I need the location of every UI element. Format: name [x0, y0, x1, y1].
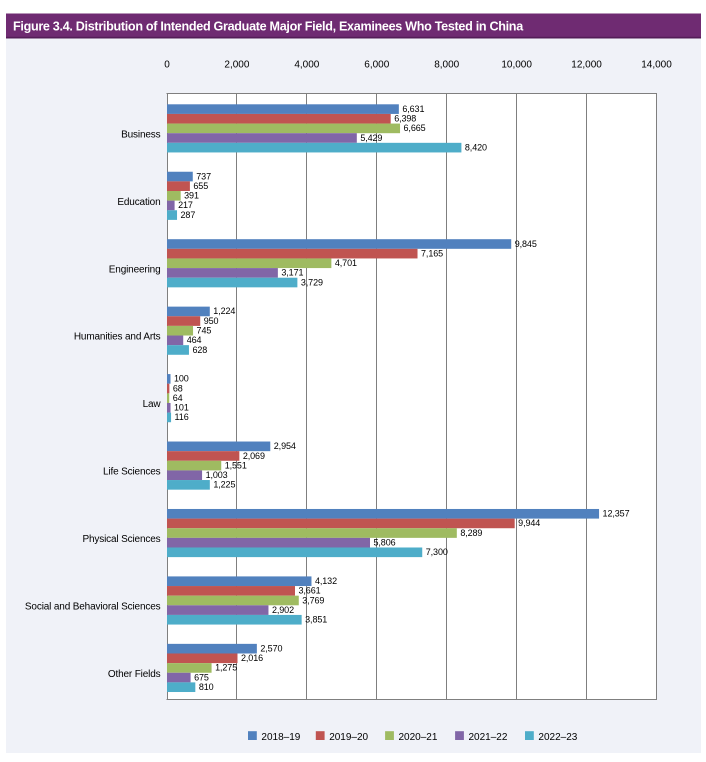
- svg-text:464: 464: [187, 335, 202, 345]
- svg-text:10,000: 10,000: [501, 60, 532, 71]
- svg-text:628: 628: [192, 345, 207, 355]
- svg-text:5,429: 5,429: [360, 133, 382, 143]
- svg-text:6,665: 6,665: [404, 123, 426, 133]
- svg-text:7,165: 7,165: [421, 248, 443, 258]
- svg-text:950: 950: [204, 316, 219, 326]
- svg-text:2019–20: 2019–20: [329, 732, 368, 743]
- svg-text:9,845: 9,845: [515, 239, 537, 249]
- svg-text:6,631: 6,631: [402, 104, 424, 114]
- svg-text:1,003: 1,003: [206, 470, 228, 480]
- svg-text:12,357: 12,357: [603, 509, 630, 519]
- svg-text:101: 101: [174, 403, 189, 413]
- svg-text:8,000: 8,000: [434, 60, 459, 71]
- svg-text:Physical Sciences: Physical Sciences: [82, 534, 160, 545]
- svg-text:100: 100: [174, 374, 189, 384]
- svg-text:4,000: 4,000: [294, 60, 319, 71]
- svg-text:2,069: 2,069: [243, 451, 265, 461]
- svg-text:1,225: 1,225: [213, 480, 235, 490]
- svg-text:3,729: 3,729: [301, 277, 323, 287]
- svg-text:Education: Education: [117, 197, 160, 208]
- svg-text:737: 737: [196, 171, 211, 181]
- svg-text:12,000: 12,000: [571, 60, 602, 71]
- svg-text:745: 745: [197, 325, 212, 335]
- svg-text:8,289: 8,289: [460, 528, 482, 538]
- svg-text:655: 655: [193, 181, 208, 191]
- svg-text:1,224: 1,224: [213, 306, 235, 316]
- svg-text:1,551: 1,551: [225, 460, 247, 470]
- svg-text:6,000: 6,000: [364, 60, 389, 71]
- svg-text:9,944: 9,944: [518, 518, 540, 528]
- svg-text:68: 68: [173, 383, 183, 393]
- svg-text:Social and Behavioral Sciences: Social and Behavioral Sciences: [25, 602, 161, 613]
- svg-text:116: 116: [175, 412, 189, 422]
- svg-text:3,661: 3,661: [299, 586, 321, 596]
- svg-text:217: 217: [178, 200, 193, 210]
- svg-text:2,000: 2,000: [224, 60, 249, 71]
- svg-text:Law: Law: [143, 399, 162, 410]
- svg-text:2,902: 2,902: [272, 605, 294, 615]
- svg-text:7,300: 7,300: [426, 547, 448, 557]
- svg-text:3,171: 3,171: [281, 268, 303, 278]
- svg-text:2020–21: 2020–21: [399, 732, 438, 743]
- svg-text:675: 675: [194, 672, 209, 682]
- svg-text:Life Sciences: Life Sciences: [103, 467, 161, 478]
- svg-text:6,398: 6,398: [394, 114, 416, 124]
- svg-text:2022–23: 2022–23: [538, 732, 577, 743]
- svg-text:8,420: 8,420: [465, 142, 487, 152]
- svg-text:3,769: 3,769: [302, 595, 324, 605]
- svg-text:5,806: 5,806: [374, 537, 396, 547]
- svg-text:64: 64: [173, 393, 183, 403]
- svg-text:Figure 3.4. Distribution of In: Figure 3.4. Distribution of Intended Gra…: [13, 20, 524, 34]
- svg-text:391: 391: [184, 191, 199, 201]
- svg-text:Engineering: Engineering: [109, 264, 161, 275]
- svg-text:2021–22: 2021–22: [469, 732, 508, 743]
- svg-text:2,570: 2,570: [260, 643, 282, 653]
- svg-text:2,016: 2,016: [241, 653, 263, 663]
- svg-text:810: 810: [199, 682, 214, 692]
- svg-text:2,954: 2,954: [274, 441, 296, 451]
- svg-text:Humanities and Arts: Humanities and Arts: [74, 332, 161, 343]
- svg-text:14,000: 14,000: [641, 60, 672, 71]
- svg-text:1,275: 1,275: [215, 663, 237, 673]
- svg-text:4,701: 4,701: [335, 258, 357, 268]
- svg-text:4,132: 4,132: [315, 576, 337, 586]
- svg-text:287: 287: [181, 210, 196, 220]
- svg-text:3,851: 3,851: [305, 615, 327, 625]
- svg-text:Other Fields: Other Fields: [108, 669, 161, 680]
- svg-text:0: 0: [164, 60, 170, 71]
- svg-text:2018–19: 2018–19: [261, 732, 300, 743]
- svg-text:Business: Business: [121, 129, 161, 140]
